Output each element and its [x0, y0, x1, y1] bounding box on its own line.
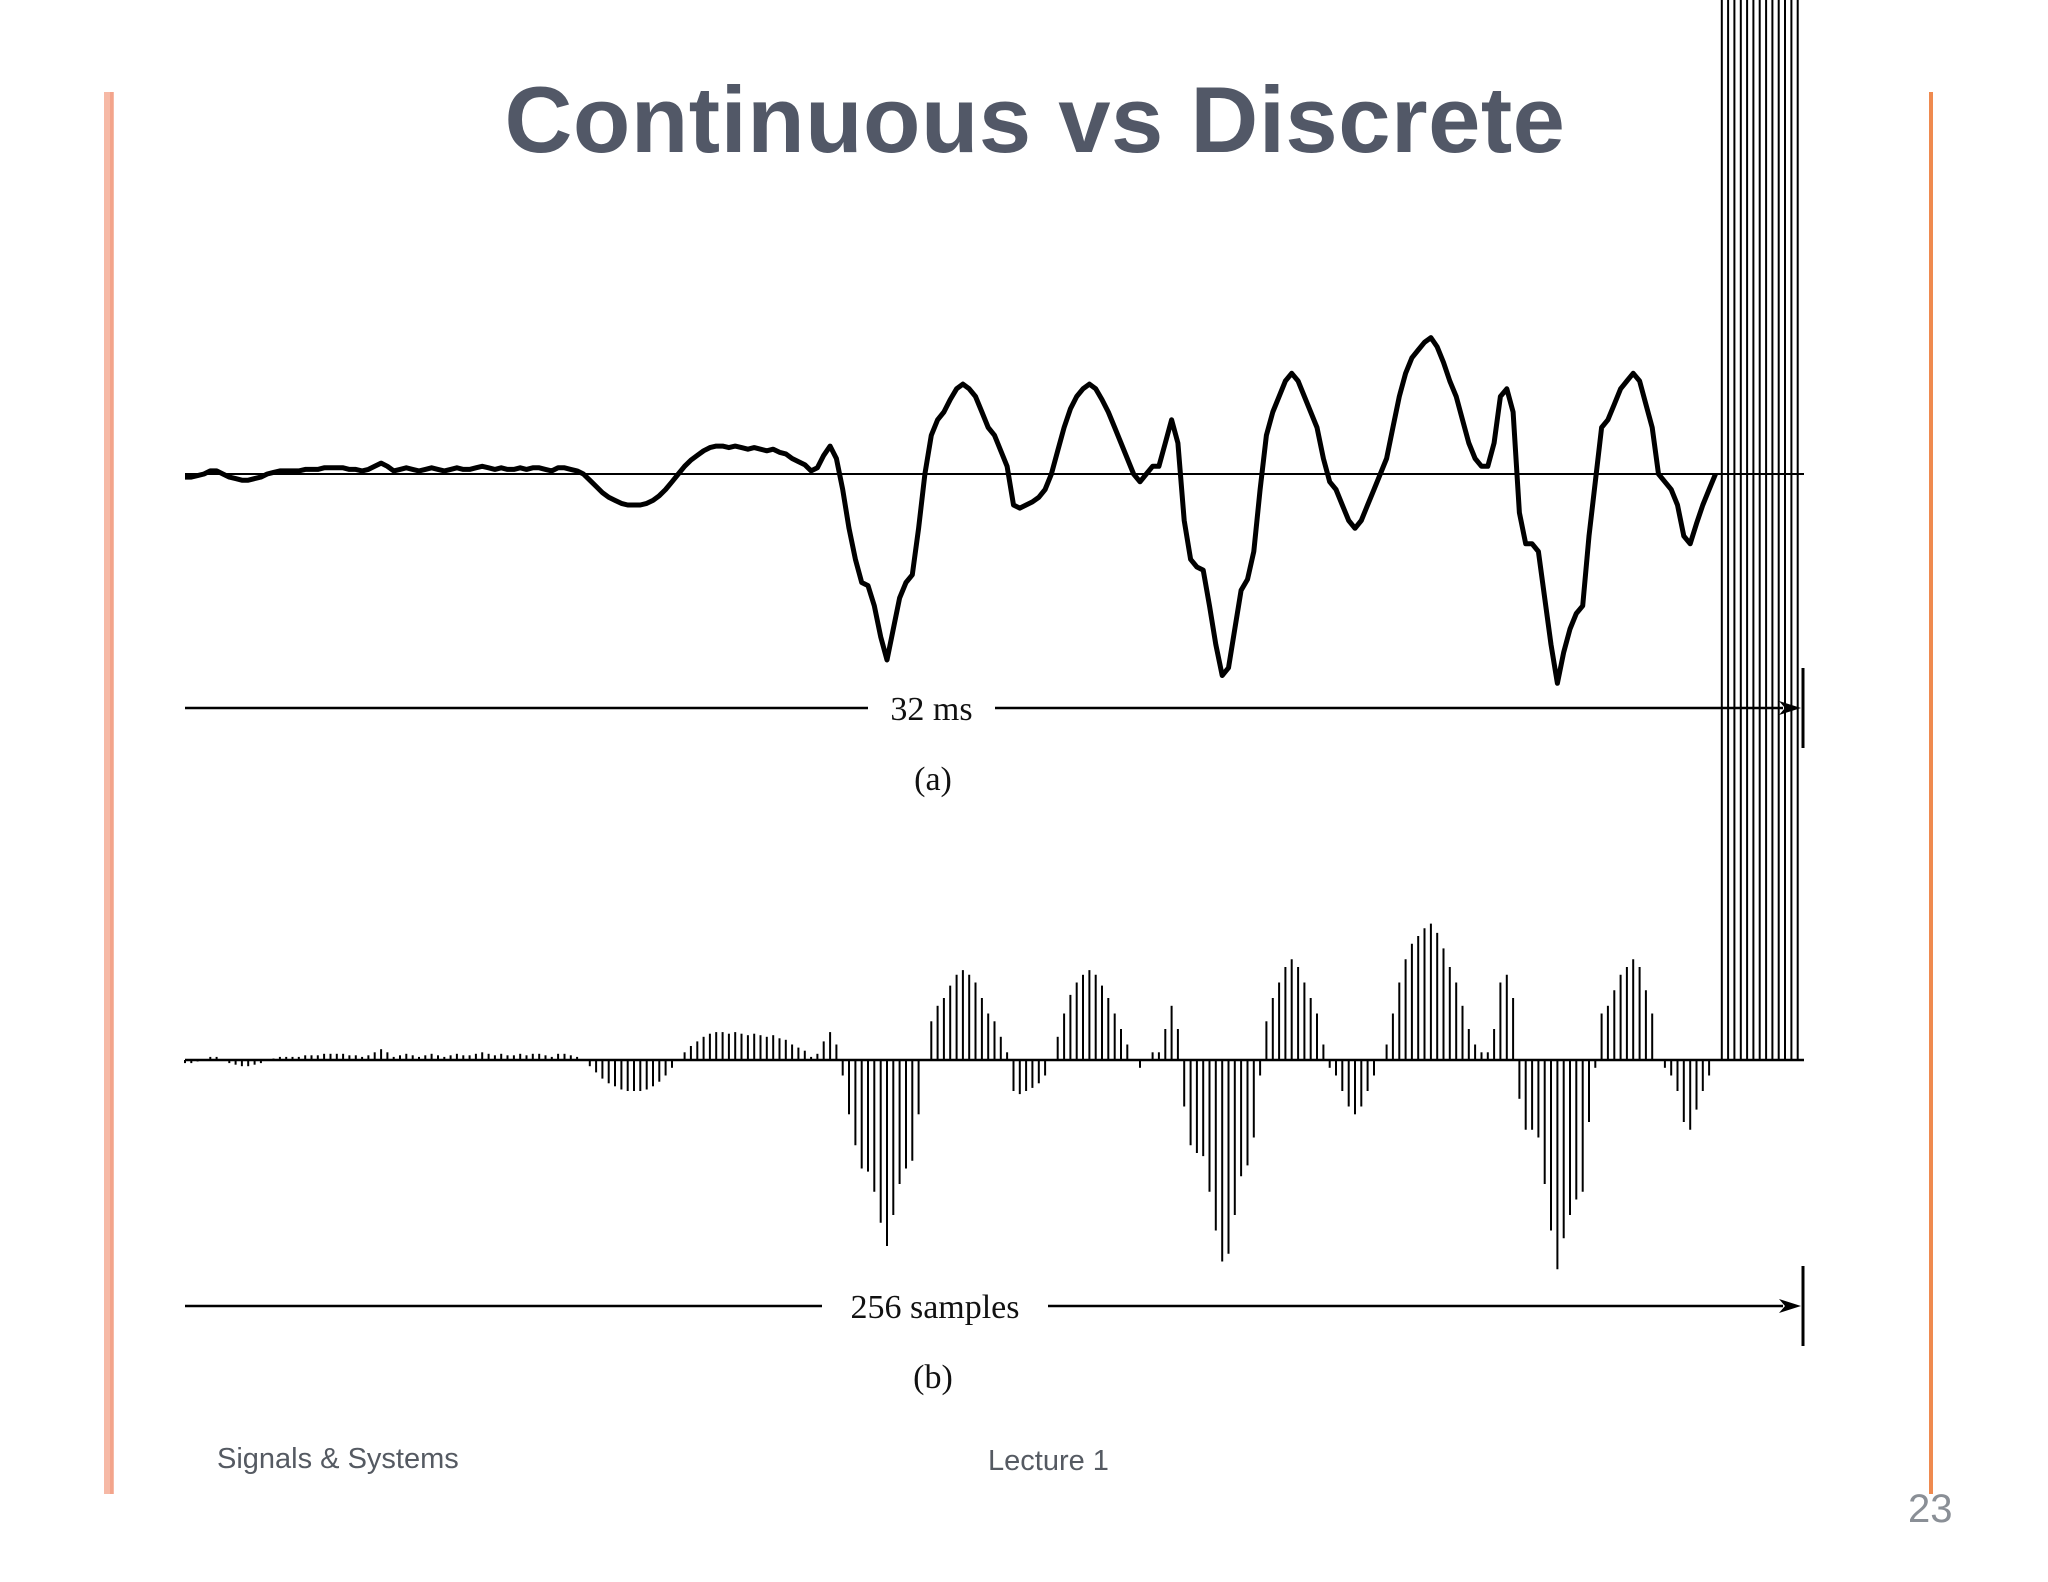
- footer-lecture: Lecture 1: [988, 1445, 1109, 1477]
- panel-b-span-arrowhead: [1779, 1299, 1801, 1313]
- left-decorative-rule: [104, 92, 114, 1494]
- panel-a-caption: (a): [914, 761, 952, 798]
- panel-b-caption: (b): [913, 1359, 953, 1396]
- left-decorative-rule-inner: [110, 92, 113, 1494]
- page-number: 23: [1908, 1487, 1953, 1531]
- panel-b-discrete: 256 samples (b): [184, 0, 1805, 1396]
- panel-a-span-label: 32 ms: [890, 691, 972, 728]
- panel-b-span-label: 256 samples: [850, 1289, 1019, 1326]
- panel-a-waveform: [185, 335, 1718, 686]
- panel-b-sample-stems: [184, 0, 1799, 1270]
- panel-a-continuous: 32 ms (a): [185, 335, 1805, 798]
- footer-course-name: Signals & Systems: [217, 1443, 459, 1475]
- slide-title: Continuous vs Discrete: [504, 67, 1566, 172]
- right-decorative-rule: [1929, 92, 1933, 1494]
